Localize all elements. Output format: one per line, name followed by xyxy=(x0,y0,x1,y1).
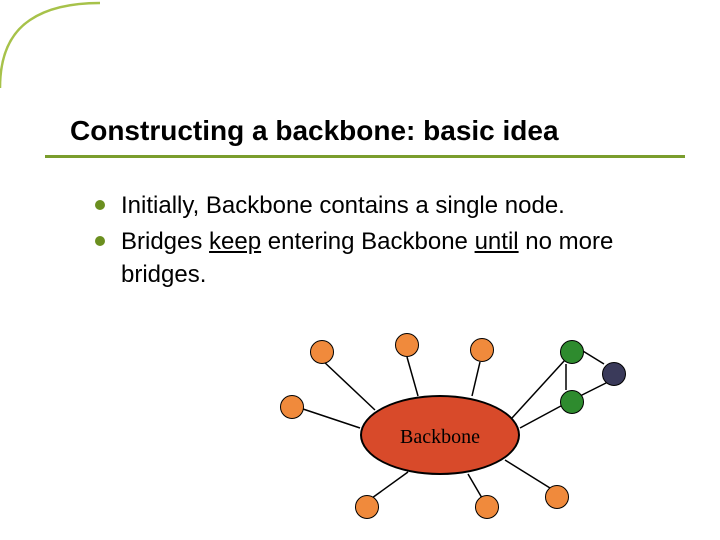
graph-node xyxy=(545,485,569,509)
title-underline xyxy=(45,155,685,158)
bullet-item: Bridges keep entering Backbone until no … xyxy=(95,226,655,291)
slide-title: Constructing a backbone: basic idea xyxy=(70,115,559,147)
graph-node xyxy=(560,340,584,364)
graph-node xyxy=(602,362,626,386)
bullet-dot-icon xyxy=(95,200,105,210)
graph-node xyxy=(310,340,334,364)
bullet-text: Initially, Backbone contains a single no… xyxy=(121,190,565,222)
graph-node xyxy=(470,338,494,362)
backbone-diagram: Backbone xyxy=(250,330,650,530)
corner-decoration xyxy=(0,0,100,90)
graph-node xyxy=(280,395,304,419)
bullet-text: Bridges keep entering Backbone until no … xyxy=(121,226,655,291)
graph-node xyxy=(475,495,499,519)
bullet-item: Initially, Backbone contains a single no… xyxy=(95,190,655,222)
graph-node xyxy=(355,495,379,519)
backbone-label: Backbone xyxy=(400,426,480,449)
bullet-dot-icon xyxy=(95,236,105,246)
bullet-list: Initially, Backbone contains a single no… xyxy=(95,190,655,295)
graph-node xyxy=(395,333,419,357)
graph-node xyxy=(560,390,584,414)
